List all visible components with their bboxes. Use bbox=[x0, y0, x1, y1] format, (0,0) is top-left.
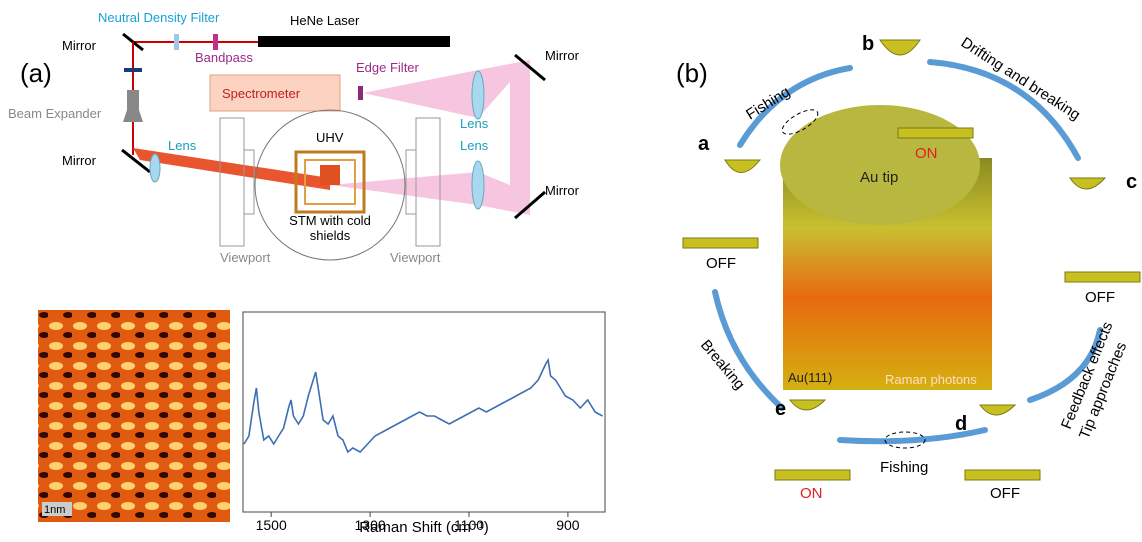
au111-label: Au(111) bbox=[788, 370, 832, 385]
substrate bbox=[683, 238, 758, 248]
lens bbox=[472, 71, 484, 119]
substrate bbox=[898, 128, 973, 138]
stm-head bbox=[320, 165, 340, 185]
substrate bbox=[965, 470, 1040, 480]
mirror-label: Mirror bbox=[545, 48, 580, 63]
x-tick-label: 1100 bbox=[454, 517, 484, 533]
mirror-label: Mirror bbox=[62, 38, 97, 53]
lens-label: Lens bbox=[460, 138, 489, 153]
bandpass-label: Bandpass bbox=[195, 50, 253, 65]
mirror-label: Mirror bbox=[545, 183, 580, 198]
state: ON bbox=[800, 485, 823, 502]
step-label: c bbox=[1126, 171, 1137, 193]
laser bbox=[258, 36, 450, 47]
breaking-label: Breaking bbox=[697, 337, 748, 393]
tip bbox=[1070, 178, 1105, 189]
stm-image bbox=[38, 310, 230, 522]
step-label: e bbox=[775, 398, 786, 420]
lens bbox=[150, 154, 160, 182]
lens-label: Lens bbox=[168, 138, 197, 153]
x-tick-label: 1500 bbox=[256, 517, 287, 533]
edge-filter-label: Edge Filter bbox=[356, 60, 420, 75]
flange bbox=[244, 150, 254, 214]
plate bbox=[124, 68, 142, 72]
x-tick-label: 1300 bbox=[355, 517, 386, 533]
au-tip-label: Au tip bbox=[860, 169, 898, 186]
viewport bbox=[220, 118, 244, 246]
fishing-label: Fishing bbox=[743, 83, 793, 123]
state: OFF bbox=[706, 255, 736, 272]
beam-expander-label: Beam Expander bbox=[8, 106, 102, 121]
step-label: d bbox=[955, 413, 967, 435]
viewport-label: Viewport bbox=[390, 250, 441, 265]
state: ON bbox=[915, 145, 938, 162]
panel-label: (b) bbox=[676, 58, 708, 88]
state: OFF bbox=[1085, 289, 1115, 306]
plot-area bbox=[243, 312, 605, 512]
substrate bbox=[775, 470, 850, 480]
x-tick-label: 900 bbox=[556, 517, 580, 533]
stm-label: STM with cold bbox=[289, 213, 371, 228]
bandpass bbox=[213, 34, 218, 50]
lens bbox=[472, 161, 484, 209]
panel-label: (a) bbox=[20, 58, 52, 88]
laser-label: HeNe Laser bbox=[290, 13, 360, 28]
figure: (a) HeNe Laser Neutral Density Filter Ba… bbox=[0, 0, 1142, 537]
nd-filter bbox=[174, 34, 179, 50]
substrate bbox=[1065, 272, 1140, 282]
nd-filter-label: Neutral Density Filter bbox=[98, 10, 220, 25]
spectrometer-label: Spectrometer bbox=[222, 86, 301, 101]
beam-expander bbox=[123, 90, 143, 122]
tip bbox=[725, 160, 760, 173]
state: OFF bbox=[990, 485, 1020, 502]
beam bbox=[133, 148, 330, 190]
fishing-label: Fishing bbox=[880, 459, 928, 476]
raman-label: Raman photons bbox=[885, 372, 977, 387]
arrow bbox=[715, 292, 782, 408]
mirror-label: Mirror bbox=[62, 153, 97, 168]
viewport-label: Viewport bbox=[220, 250, 271, 265]
au-tip bbox=[780, 105, 980, 225]
drifting-label: Drifting and breaking bbox=[958, 34, 1083, 124]
step-label: b bbox=[862, 33, 874, 55]
tip bbox=[790, 400, 825, 410]
step-label: a bbox=[698, 133, 710, 155]
edge-filter bbox=[358, 86, 363, 100]
collection-beam bbox=[330, 60, 530, 215]
scale-bar: 1nm bbox=[44, 504, 65, 516]
stm-label: shields bbox=[310, 228, 351, 243]
lens-label: Lens bbox=[460, 116, 489, 131]
uhv-label: UHV bbox=[316, 130, 344, 145]
tip bbox=[880, 40, 920, 55]
tip bbox=[980, 405, 1015, 415]
